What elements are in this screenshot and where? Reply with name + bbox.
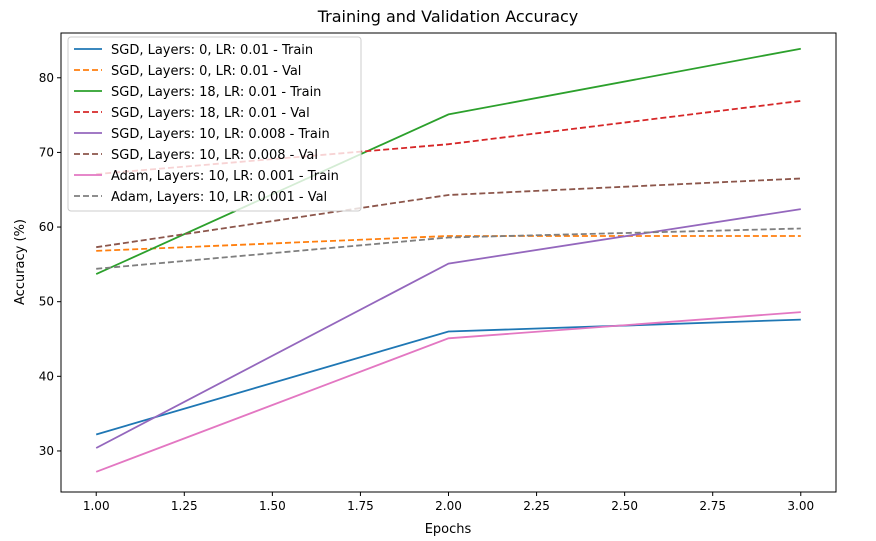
legend-label: SGD, Layers: 18, LR: 0.01 - Train <box>111 85 321 100</box>
legend-label: Adam, Layers: 10, LR: 0.001 - Val <box>111 190 327 205</box>
legend-label: SGD, Layers: 10, LR: 0.008 - Train <box>111 127 330 142</box>
x-tick-label: 2.00 <box>435 499 462 513</box>
legend: SGD, Layers: 0, LR: 0.01 - Train SGD, Lay… <box>67 36 362 212</box>
y-axis-label: Accuracy (%) <box>13 219 28 305</box>
chart-title: Training and Validation Accuracy <box>317 7 579 26</box>
legend-label: Adam, Layers: 10, LR: 0.001 - Train <box>111 169 339 184</box>
series-line-2 <box>95 47 801 275</box>
x-tick-label: 2.25 <box>523 499 550 513</box>
y-tick-label: 50 <box>39 295 54 309</box>
y-tick-label: 70 <box>39 145 54 159</box>
legend-label: SGD, Layers: 10, LR: 0.008 - Val <box>111 148 318 163</box>
x-axis-label: Epochs <box>425 522 472 537</box>
legend-label: SGD, Layers: 18, LR: 0.01 - Val <box>111 106 310 121</box>
x-tick-label: 1.00 <box>83 499 110 513</box>
y-tick-label: 80 <box>39 71 54 85</box>
legend-label: SGD, Layers: 0, LR: 0.01 - Train <box>111 43 313 58</box>
y-axis: 30 40 50 60 70 80 <box>39 71 61 458</box>
series-line-4 <box>95 208 801 449</box>
series-line-0 <box>95 318 801 436</box>
x-tick-label: 1.75 <box>347 499 374 513</box>
y-tick-label: 40 <box>39 369 54 383</box>
series-line-7 <box>96 227 801 270</box>
y-tick-label: 30 <box>39 444 54 458</box>
series-line-5 <box>96 177 801 249</box>
x-tick-label: 2.50 <box>611 499 638 513</box>
x-tick-label: 1.25 <box>171 499 198 513</box>
x-tick-label: 1.50 <box>259 499 286 513</box>
legend-box <box>67 36 362 212</box>
x-axis: 1.00 1.25 1.50 1.75 2.00 2.25 2.50 2.75 3.00 <box>83 492 814 513</box>
series-line-1 <box>96 235 801 252</box>
series-line-6 <box>95 311 801 473</box>
x-tick-label: 3.00 <box>787 499 814 513</box>
y-tick-label: 60 <box>39 220 54 234</box>
legend-label: SGD, Layers: 0, LR: 0.01 - Val <box>111 64 301 79</box>
x-tick-label: 2.75 <box>699 499 726 513</box>
